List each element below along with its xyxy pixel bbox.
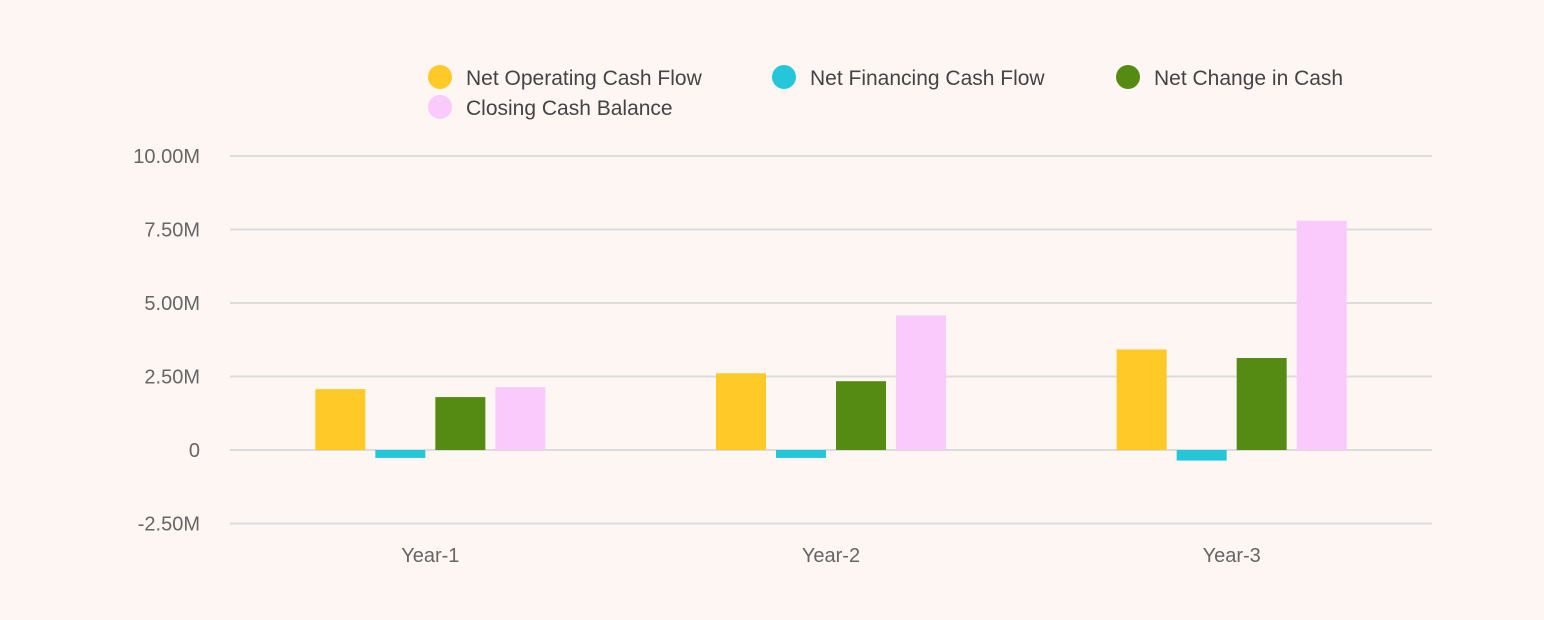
y-tick-label: 2.50M (144, 367, 200, 389)
legend-label: Closing Cash Balance (466, 97, 673, 120)
legend: Net Operating Cash Flow Net Financing Cas… (428, 65, 1343, 120)
bar-year-2-series-2[interactable] (836, 381, 886, 450)
bars (315, 220, 1347, 461)
bar-year-1-series-0[interactable] (315, 389, 366, 450)
y-tick-label: 10.00M (133, 146, 200, 168)
gridlines (230, 155, 1432, 525)
bar-year-2-series-0[interactable] (716, 373, 766, 450)
x-tick-label: Year-2 (802, 545, 860, 567)
legend-item[interactable]: Net Change in Cash (1116, 65, 1343, 90)
x-axis: Year-1 Year-2 Year-3 (401, 545, 1261, 567)
bar-year-2-series-3[interactable] (896, 315, 946, 450)
bar-year-2-series-1[interactable] (776, 450, 826, 458)
x-tick-label: Year-1 (401, 545, 459, 567)
y-tick-label: 5.00M (144, 293, 200, 315)
y-tick-label: 0 (189, 440, 200, 462)
legend-label: Net Change in Cash (1154, 67, 1343, 90)
legend-item[interactable]: Net Financing Cash Flow (772, 65, 1045, 90)
legend-label: Net Financing Cash Flow (810, 67, 1045, 90)
legend-item[interactable]: Closing Cash Balance (428, 95, 673, 120)
bar-year-3-series-1[interactable] (1176, 450, 1227, 461)
y-axis: -2.50M 0 2.50M 5.00M 7.50M 10.00M (133, 146, 200, 536)
legend-label: Net Operating Cash Flow (466, 67, 703, 90)
legend-item[interactable]: Net Operating Cash Flow (428, 65, 703, 90)
bar-year-3-series-0[interactable] (1116, 349, 1167, 450)
bar-year-3-series-3[interactable] (1296, 220, 1347, 450)
bar-year-1-series-1[interactable] (375, 450, 426, 458)
legend-swatch-icon (772, 65, 796, 89)
legend-swatch-icon (428, 65, 452, 89)
legend-swatch-icon (1116, 65, 1140, 89)
x-tick-label: Year-3 (1203, 545, 1261, 567)
legend-swatch-icon (428, 95, 452, 119)
y-tick-label: 7.50M (144, 220, 200, 242)
y-tick-label: -2.50M (138, 514, 200, 536)
bar-year-1-series-3[interactable] (495, 387, 546, 450)
bar-year-1-series-2[interactable] (435, 397, 486, 450)
bar-year-3-series-2[interactable] (1236, 357, 1287, 450)
